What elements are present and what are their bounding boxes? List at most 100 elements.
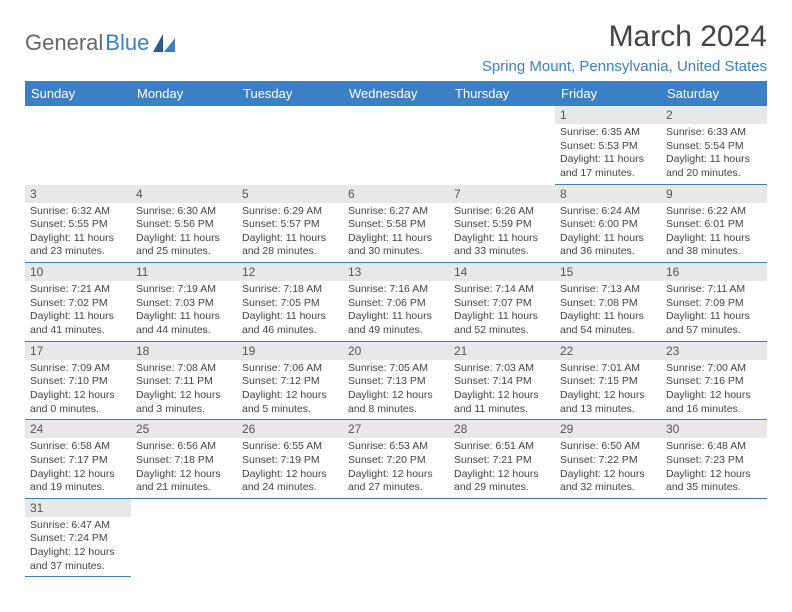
daylight-text: Daylight: 11 hours and 54 minutes. <box>560 310 656 337</box>
weekday-header: Thursday <box>449 81 555 106</box>
daylight-text: Daylight: 11 hours and 25 minutes. <box>136 232 232 259</box>
location-text: Spring Mount, Pennsylvania, United State… <box>482 58 767 75</box>
day-number: 12 <box>237 263 343 281</box>
day-details: Sunrise: 7:05 AMSunset: 7:13 PMDaylight:… <box>343 360 449 420</box>
sunrise-text: Sunrise: 7:03 AM <box>454 362 550 376</box>
sunset-text: Sunset: 7:17 PM <box>30 454 126 468</box>
calendar-cell <box>237 499 343 578</box>
daylight-text: Daylight: 12 hours and 13 minutes. <box>560 389 656 416</box>
day-details: Sunrise: 7:13 AMSunset: 7:08 PMDaylight:… <box>555 281 661 341</box>
day-number: 13 <box>343 263 449 281</box>
day-number: 7 <box>449 185 555 203</box>
sunrise-text: Sunrise: 7:19 AM <box>136 283 232 297</box>
sunrise-text: Sunrise: 6:47 AM <box>30 519 126 533</box>
daylight-text: Daylight: 12 hours and 11 minutes. <box>454 389 550 416</box>
calendar-cell: 30Sunrise: 6:48 AMSunset: 7:23 PMDayligh… <box>661 420 767 499</box>
sunset-text: Sunset: 7:06 PM <box>348 297 444 311</box>
sunset-text: Sunset: 5:54 PM <box>666 140 762 154</box>
calendar-cell <box>237 106 343 185</box>
day-number: 29 <box>555 420 661 438</box>
calendar-cell: 1Sunrise: 6:35 AMSunset: 5:53 PMDaylight… <box>555 106 661 185</box>
sunset-text: Sunset: 7:22 PM <box>560 454 656 468</box>
sunset-text: Sunset: 5:56 PM <box>136 218 232 232</box>
day-details: Sunrise: 7:18 AMSunset: 7:05 PMDaylight:… <box>237 281 343 341</box>
sunset-text: Sunset: 7:16 PM <box>666 375 762 389</box>
day-number: 23 <box>661 342 767 360</box>
daylight-text: Daylight: 12 hours and 0 minutes. <box>30 389 126 416</box>
calendar-body: 1Sunrise: 6:35 AMSunset: 5:53 PMDaylight… <box>25 106 767 577</box>
calendar-cell: 23Sunrise: 7:00 AMSunset: 7:16 PMDayligh… <box>661 342 767 421</box>
daylight-text: Daylight: 12 hours and 19 minutes. <box>30 468 126 495</box>
day-number: 5 <box>237 185 343 203</box>
calendar-cell: 5Sunrise: 6:29 AMSunset: 5:57 PMDaylight… <box>237 185 343 264</box>
daylight-text: Daylight: 12 hours and 16 minutes. <box>666 389 762 416</box>
sunrise-text: Sunrise: 7:09 AM <box>30 362 126 376</box>
calendar-cell: 12Sunrise: 7:18 AMSunset: 7:05 PMDayligh… <box>237 263 343 342</box>
calendar-cell: 31Sunrise: 6:47 AMSunset: 7:24 PMDayligh… <box>25 499 131 578</box>
calendar-cell: 11Sunrise: 7:19 AMSunset: 7:03 PMDayligh… <box>131 263 237 342</box>
sunrise-text: Sunrise: 7:21 AM <box>30 283 126 297</box>
sunrise-text: Sunrise: 6:53 AM <box>348 440 444 454</box>
calendar-week-row: 10Sunrise: 7:21 AMSunset: 7:02 PMDayligh… <box>25 263 767 342</box>
sunrise-text: Sunrise: 6:48 AM <box>666 440 762 454</box>
weekday-header: Saturday <box>661 81 767 106</box>
day-number: 25 <box>131 420 237 438</box>
day-number: 8 <box>555 185 661 203</box>
day-number: 11 <box>131 263 237 281</box>
day-details: Sunrise: 7:14 AMSunset: 7:07 PMDaylight:… <box>449 281 555 341</box>
calendar-cell: 2Sunrise: 6:33 AMSunset: 5:54 PMDaylight… <box>661 106 767 185</box>
day-number: 10 <box>25 263 131 281</box>
calendar-cell: 25Sunrise: 6:56 AMSunset: 7:18 PMDayligh… <box>131 420 237 499</box>
daylight-text: Daylight: 11 hours and 36 minutes. <box>560 232 656 259</box>
daylight-text: Daylight: 11 hours and 28 minutes. <box>242 232 338 259</box>
sunrise-text: Sunrise: 7:13 AM <box>560 283 656 297</box>
calendar-cell <box>131 106 237 185</box>
logo-sail-icon <box>153 34 175 52</box>
calendar-cell <box>555 499 661 578</box>
day-details: Sunrise: 6:32 AMSunset: 5:55 PMDaylight:… <box>25 203 131 263</box>
sunset-text: Sunset: 7:10 PM <box>30 375 126 389</box>
day-number: 27 <box>343 420 449 438</box>
day-number: 17 <box>25 342 131 360</box>
day-details: Sunrise: 6:29 AMSunset: 5:57 PMDaylight:… <box>237 203 343 263</box>
day-details: Sunrise: 6:35 AMSunset: 5:53 PMDaylight:… <box>555 124 661 184</box>
calendar-week-row: 1Sunrise: 6:35 AMSunset: 5:53 PMDaylight… <box>25 106 767 185</box>
day-number: 22 <box>555 342 661 360</box>
sunrise-text: Sunrise: 6:58 AM <box>30 440 126 454</box>
day-number: 16 <box>661 263 767 281</box>
sunset-text: Sunset: 7:13 PM <box>348 375 444 389</box>
calendar-cell: 14Sunrise: 7:14 AMSunset: 7:07 PMDayligh… <box>449 263 555 342</box>
calendar-cell: 18Sunrise: 7:08 AMSunset: 7:11 PMDayligh… <box>131 342 237 421</box>
day-number: 14 <box>449 263 555 281</box>
sunrise-text: Sunrise: 6:33 AM <box>666 126 762 140</box>
day-number: 6 <box>343 185 449 203</box>
day-details: Sunrise: 7:21 AMSunset: 7:02 PMDaylight:… <box>25 281 131 341</box>
sunrise-text: Sunrise: 6:29 AM <box>242 205 338 219</box>
sunset-text: Sunset: 6:00 PM <box>560 218 656 232</box>
daylight-text: Daylight: 12 hours and 35 minutes. <box>666 468 762 495</box>
day-details: Sunrise: 7:09 AMSunset: 7:10 PMDaylight:… <box>25 360 131 420</box>
day-details: Sunrise: 7:16 AMSunset: 7:06 PMDaylight:… <box>343 281 449 341</box>
day-details: Sunrise: 6:50 AMSunset: 7:22 PMDaylight:… <box>555 438 661 498</box>
calendar-week-row: 31Sunrise: 6:47 AMSunset: 7:24 PMDayligh… <box>25 499 767 578</box>
daylight-text: Daylight: 12 hours and 21 minutes. <box>136 468 232 495</box>
day-number: 3 <box>25 185 131 203</box>
daylight-text: Daylight: 11 hours and 33 minutes. <box>454 232 550 259</box>
daylight-text: Daylight: 11 hours and 41 minutes. <box>30 310 126 337</box>
day-details: Sunrise: 7:19 AMSunset: 7:03 PMDaylight:… <box>131 281 237 341</box>
calendar-cell: 27Sunrise: 6:53 AMSunset: 7:20 PMDayligh… <box>343 420 449 499</box>
sunset-text: Sunset: 7:07 PM <box>454 297 550 311</box>
sunset-text: Sunset: 5:55 PM <box>30 218 126 232</box>
sunset-text: Sunset: 7:21 PM <box>454 454 550 468</box>
sunrise-text: Sunrise: 6:50 AM <box>560 440 656 454</box>
calendar-week-row: 3Sunrise: 6:32 AMSunset: 5:55 PMDaylight… <box>25 185 767 264</box>
day-details: Sunrise: 6:33 AMSunset: 5:54 PMDaylight:… <box>661 124 767 184</box>
calendar-week-row: 17Sunrise: 7:09 AMSunset: 7:10 PMDayligh… <box>25 342 767 421</box>
sunset-text: Sunset: 5:59 PM <box>454 218 550 232</box>
calendar-week-row: 24Sunrise: 6:58 AMSunset: 7:17 PMDayligh… <box>25 420 767 499</box>
daylight-text: Daylight: 12 hours and 24 minutes. <box>242 468 338 495</box>
sunrise-text: Sunrise: 6:30 AM <box>136 205 232 219</box>
sunrise-text: Sunrise: 7:16 AM <box>348 283 444 297</box>
sunset-text: Sunset: 5:58 PM <box>348 218 444 232</box>
daylight-text: Daylight: 11 hours and 17 minutes. <box>560 153 656 180</box>
